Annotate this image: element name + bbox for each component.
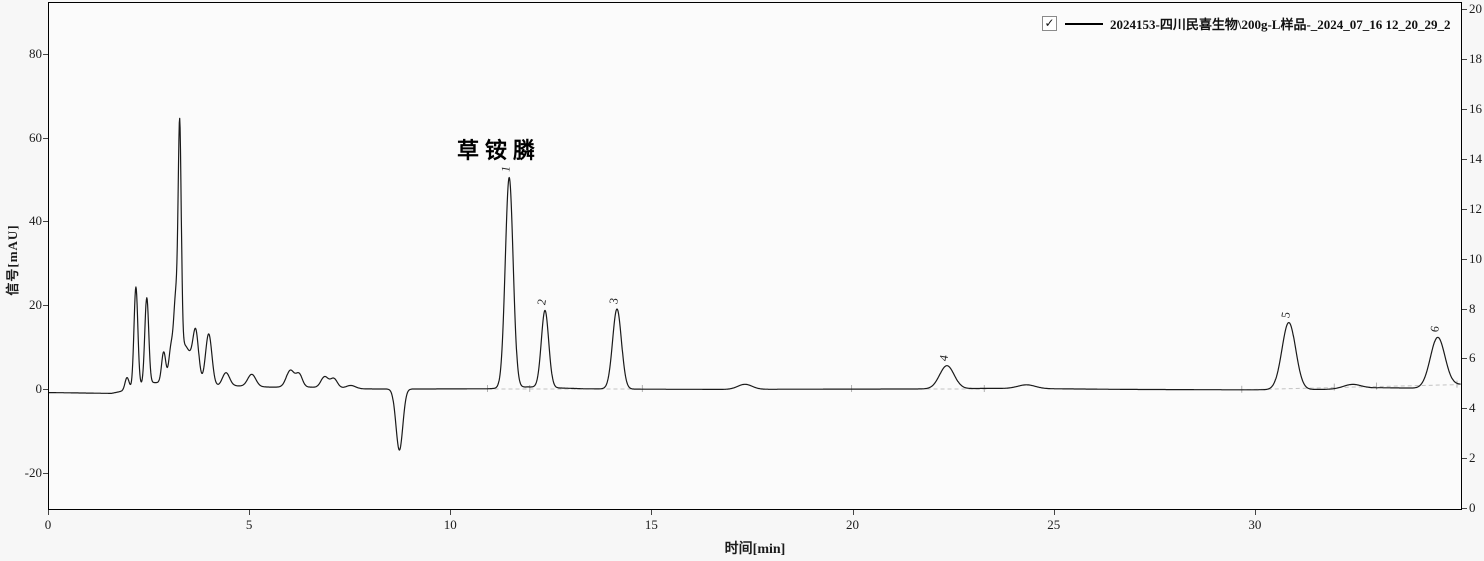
y-right-tickmark <box>1462 9 1467 11</box>
chromatogram-trace <box>49 117 1461 451</box>
x-tick-label: 25 <box>1047 517 1061 532</box>
y-right-tickmark <box>1462 109 1467 111</box>
y-left-tickmark <box>43 137 48 139</box>
y-right-tickmark <box>1462 408 1467 410</box>
x-tickmark <box>651 510 653 515</box>
chromatogram-canvas[interactable]: 草铵膦 ✓ 2024153-四川民喜生物\200g-L样品-_2024_07_1… <box>48 2 1462 510</box>
y-left-tick-label: -20 <box>24 464 42 480</box>
legend-series-label: 2024153-四川民喜生物\200g-L样品-_2024_07_16 12_2… <box>1110 17 1451 32</box>
y-right-tick-label: 4 <box>1469 400 1476 416</box>
compound-annotation: 草铵膦 <box>457 138 542 163</box>
y-right-tickmark <box>1462 308 1467 310</box>
y-right-tickmark <box>1462 258 1467 260</box>
peak-number-label: 5 <box>1278 310 1293 319</box>
y-left-tick-label: 40 <box>29 213 42 229</box>
y-left-tick-label: 20 <box>29 297 42 313</box>
x-tick-label: 20 <box>846 517 860 532</box>
integration-baseline <box>1239 384 1460 391</box>
x-tick-label: 15 <box>644 517 658 532</box>
y-left-tick-label: 60 <box>29 129 42 145</box>
y-left-tickmark <box>43 389 48 391</box>
x-tickmark <box>249 510 251 515</box>
y-right-tick-label: 14 <box>1469 151 1482 167</box>
y-right-tick-label: 6 <box>1469 350 1476 366</box>
peak-number-label: 2 <box>534 298 550 307</box>
y-right-tick-label: 16 <box>1469 101 1482 117</box>
y-right-tickmark <box>1462 208 1467 210</box>
peak-number-label: 6 <box>1426 325 1442 334</box>
x-tick-label: 0 <box>44 517 52 532</box>
y-left-tick-label: 0 <box>35 381 43 397</box>
y-right-tick-label: 8 <box>1469 300 1476 316</box>
x-tickmark <box>1254 510 1256 515</box>
legend-line-sample <box>1065 22 1103 25</box>
y-right-tick-label: 20 <box>1469 1 1482 17</box>
x-tickmark <box>852 510 854 515</box>
x-tick-label: 10 <box>443 517 457 532</box>
signal-trace <box>49 117 1461 451</box>
x-tickmark <box>1053 510 1055 515</box>
x-tickmark <box>48 510 49 515</box>
y-left-tickmark <box>43 221 48 223</box>
y-right-tick-label: 10 <box>1469 250 1482 266</box>
y-right-tickmark <box>1462 59 1467 61</box>
x-tick-label: 5 <box>245 517 253 532</box>
y-right-tick-label: 12 <box>1469 200 1482 216</box>
x-tick-label: 30 <box>1248 517 1262 532</box>
x-tickmark <box>450 510 452 515</box>
y-right-tick-label: 0 <box>1469 500 1476 515</box>
y-left-tickmark <box>43 472 48 474</box>
y-right-tickmark <box>1462 159 1467 161</box>
y-left-tickmark <box>43 53 48 55</box>
peak-number-label: 3 <box>606 296 622 306</box>
y-left-tickmark <box>43 305 48 307</box>
y-right-tickmark <box>1462 508 1467 509</box>
legend: ✓ 2024153-四川民喜生物\200g-L样品-_2024_07_16 12… <box>1042 14 1451 33</box>
y-right-tick-label: 2 <box>1469 450 1476 466</box>
legend-checkbox[interactable]: ✓ <box>1042 16 1057 31</box>
y-right-tickmark <box>1462 458 1467 460</box>
y-right-tick-label: 18 <box>1469 51 1482 67</box>
y-left-tick-label: 80 <box>29 45 42 61</box>
y-right-tickmark <box>1462 358 1467 360</box>
x-axis-title: 时间[min] <box>724 542 786 557</box>
peak-number-label: 4 <box>936 353 951 362</box>
